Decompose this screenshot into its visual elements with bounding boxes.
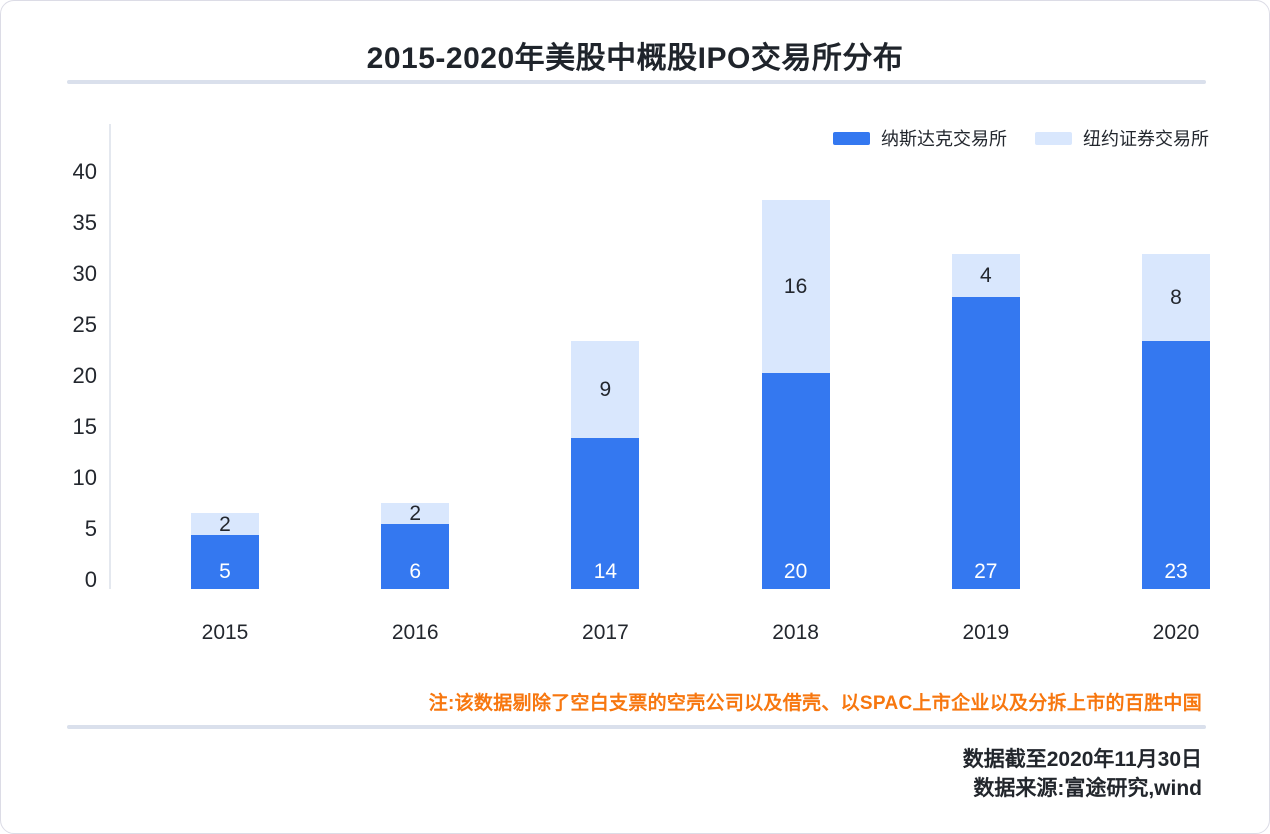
bar-value-nyse: 8 — [1170, 285, 1182, 309]
bar-segment-nasdaq: 27 — [951, 297, 1020, 589]
bar-value-nyse: 2 — [219, 512, 231, 536]
bar-2018: 16 20 — [761, 200, 830, 589]
bar-segment-nyse: 9 — [571, 340, 640, 438]
x-tick-label: 2017 — [582, 621, 629, 644]
bar-segment-nyse: 2 — [381, 501, 450, 525]
bottom-divider — [67, 725, 1206, 729]
y-tick-label: 35 — [72, 210, 97, 235]
footnote: 注:该数据剔除了空白支票的空壳公司以及借壳、以SPAC上市企业以及分拆上市的百胜… — [428, 693, 1202, 714]
y-tick-label: 40 — [72, 159, 97, 184]
legend-item-nyse: 纽约证券交易所 — [1035, 125, 1209, 151]
bar-value-nasdaq: 23 — [1164, 559, 1188, 583]
y-tick-label: 20 — [72, 363, 97, 388]
bar-segment-nasdaq: 23 — [1142, 340, 1210, 589]
legend-swatch-nyse — [1035, 131, 1072, 145]
data-source-text: 数据来源:富途研究,wind — [973, 777, 1202, 800]
bar-value-nasdaq: 6 — [409, 559, 422, 583]
y-axis-line — [109, 124, 111, 589]
legend-swatch-nasdaq — [833, 131, 870, 145]
bar-segment-nyse: 2 — [191, 513, 259, 535]
x-tick-label: 2020 — [1152, 621, 1200, 644]
bar-value-nyse: 4 — [979, 264, 992, 288]
legend-label-nasdaq: 纳斯达克交易所 — [881, 129, 1007, 149]
bar-segment-nyse: 16 — [761, 200, 830, 373]
y-tick-label: 15 — [72, 414, 97, 439]
bar-value-nyse: 16 — [783, 275, 808, 299]
bar-value-nasdaq: 5 — [219, 559, 231, 583]
x-tick-label: 2019 — [962, 621, 1010, 644]
bar-value-nasdaq: 20 — [783, 559, 808, 583]
y-tick-label: 0 — [84, 567, 97, 592]
y-tick-label: 30 — [72, 261, 97, 286]
legend: 纳斯达克交易所 纽约证券交易所 — [833, 125, 1209, 151]
top-divider — [67, 80, 1206, 84]
bar-2017: 9 14 — [571, 340, 640, 589]
legend-label-nyse: 纽约证券交易所 — [1083, 129, 1209, 149]
y-tick-label: 25 — [72, 312, 97, 337]
x-tick-label: 2016 — [391, 621, 439, 644]
y-tick-label: 5 — [84, 516, 97, 541]
x-tick-label: 2015 — [201, 621, 249, 644]
bar-segment-nasdaq: 5 — [191, 534, 259, 589]
bar-2019: 4 27 — [951, 254, 1020, 589]
data-cutoff-text: 数据截至2020年11月30日 — [962, 748, 1202, 771]
bar-segment-nasdaq: 14 — [571, 437, 640, 589]
y-tick-label: 10 — [72, 465, 97, 490]
legend-item-nasdaq: 纳斯达克交易所 — [833, 125, 1007, 151]
footer: 数据截至2020年11月30日 数据来源:富途研究,wind — [963, 745, 1202, 803]
bar-value-nyse: 9 — [599, 377, 612, 401]
bar-segment-nyse: 8 — [1142, 254, 1210, 341]
bar-2020: 8 23 — [1142, 254, 1210, 589]
bar-value-nyse: 2 — [409, 501, 422, 525]
bar-value-nasdaq: 27 — [974, 559, 998, 583]
bar-segment-nasdaq: 6 — [381, 524, 450, 589]
bar-segment-nasdaq: 20 — [761, 372, 830, 589]
bar-segment-nyse: 4 — [951, 254, 1020, 298]
x-tick-label: 2018 — [772, 621, 819, 644]
chart-title: 2015-2020年美股中概股IPO交易所分布 — [366, 42, 904, 75]
bar-value-nasdaq: 14 — [593, 559, 618, 583]
